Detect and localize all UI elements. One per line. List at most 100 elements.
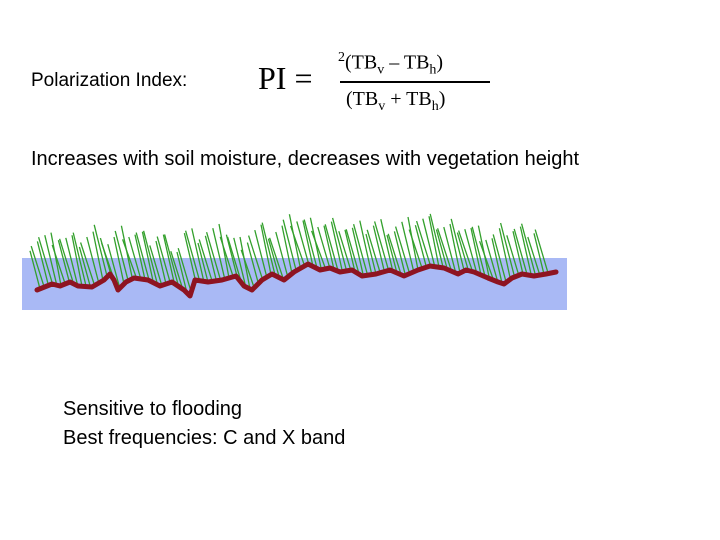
vegetation-stem <box>331 217 348 272</box>
vegetation-stem <box>58 238 75 284</box>
vegetation-stem <box>72 232 87 287</box>
vegetation-stem <box>275 231 289 278</box>
numerator-coefficient: 2 <box>338 50 345 65</box>
vegetation-stem <box>198 239 213 282</box>
vegetation-stem <box>128 236 142 280</box>
vegetation-stem <box>492 234 507 283</box>
vegetation-stem <box>464 229 478 274</box>
vegetation-stem <box>498 228 512 280</box>
vegetation-stem <box>387 233 402 275</box>
numerator-sub-h: h <box>429 62 437 78</box>
vegetation-stem <box>233 237 247 288</box>
vegetation-stem <box>414 225 428 268</box>
vegetation-stem <box>303 219 318 269</box>
vegetation-stem <box>78 246 92 288</box>
vegetation-stem <box>225 234 239 278</box>
fraction-bar <box>340 81 490 83</box>
vegetation-stems <box>29 213 549 294</box>
vegetation-stem <box>519 226 533 276</box>
vegetation-stem <box>506 235 520 276</box>
formula-denominator: (TBv + TBh) <box>346 88 446 114</box>
vegetation-stem <box>533 233 545 275</box>
vegetation-stem <box>212 228 226 280</box>
vegetation-stem <box>282 219 297 271</box>
water-layer <box>22 258 567 310</box>
vegetation-stem <box>163 234 180 287</box>
vegetation-stem <box>205 232 222 281</box>
vegetation-stem <box>246 242 260 284</box>
vegetation-stem <box>302 220 314 267</box>
vegetation-stem <box>422 218 436 267</box>
vegetation-stem <box>534 229 549 274</box>
vegetation-stem <box>527 236 541 276</box>
denominator-sub-h: h <box>431 99 439 114</box>
vegetation-stem <box>513 228 528 276</box>
statement: Increases with soil moisture, decreases … <box>31 148 580 170</box>
denominator-sub-v: v <box>378 99 386 114</box>
vegetation-stem <box>170 251 184 290</box>
vegetation-stem <box>470 227 482 276</box>
vegetation-stem <box>57 240 71 283</box>
vegetation-stem <box>37 237 54 285</box>
vegetation-stem <box>226 236 243 284</box>
vegetation-stem <box>29 250 41 289</box>
vegetation-stem <box>184 230 201 281</box>
vegetation-stem <box>156 236 171 283</box>
note-frequencies: Best frequencies: C and X band <box>63 427 346 449</box>
vegetation-stem <box>457 230 474 272</box>
flooded-vegetation-illustration <box>22 213 567 310</box>
vegetation-stem <box>107 244 121 289</box>
vegetation-stem <box>254 229 268 278</box>
vegetation-stem <box>296 221 310 265</box>
vegetation-stem <box>142 230 159 285</box>
vegetation-stem <box>135 232 150 281</box>
vegetation-stem <box>176 251 188 294</box>
numerator-close: ) <box>436 51 444 74</box>
vegetation-stem <box>65 237 79 287</box>
vegetation-stem <box>240 249 255 289</box>
vegetation-stem <box>512 231 524 275</box>
vegetation-stem <box>121 239 138 279</box>
vegetation-stem <box>324 224 339 272</box>
vegetation-stem <box>218 223 230 279</box>
vegetation-stem <box>219 236 234 278</box>
vegetation-stem <box>71 235 83 287</box>
vegetation-stem <box>443 226 457 274</box>
vegetation-stem <box>162 234 176 284</box>
vegetation-stem <box>471 226 486 277</box>
numerator-sub-v: v <box>377 62 385 78</box>
vegetation-stem <box>351 227 365 276</box>
vegetation-stem <box>435 229 449 270</box>
vegetation-stem <box>436 228 453 272</box>
vegetation-stem <box>247 235 264 280</box>
vegetation-stem <box>478 240 495 281</box>
vegetation-stem <box>344 229 356 272</box>
vegetation-stem <box>51 244 66 285</box>
vegetation-stem <box>491 238 503 284</box>
vegetation-stem <box>429 213 444 269</box>
vegetation-stem <box>50 232 62 286</box>
denominator-close: ) <box>438 88 446 110</box>
vegetation-stem <box>92 231 104 281</box>
vegetation-stem <box>149 245 163 286</box>
vegetation-stem <box>449 223 461 274</box>
vegetation-stem <box>155 240 167 285</box>
vegetation-stem <box>373 221 390 271</box>
vegetation-stem <box>310 230 327 270</box>
vegetation-stem <box>267 238 281 278</box>
vegetation-stem <box>338 231 352 271</box>
numerator-mid: – TB <box>384 51 430 74</box>
denominator-open: (TB <box>346 88 379 110</box>
vegetation-stem <box>93 224 108 277</box>
denominator-mid: + TB <box>385 88 432 110</box>
numerator-open: (TB <box>345 51 378 74</box>
vegetation-stem <box>183 232 197 281</box>
formula-lhs: PI = <box>258 60 313 96</box>
vegetation-stem <box>366 229 381 273</box>
vegetation-stem <box>288 214 302 269</box>
vegetation-stem <box>393 231 407 276</box>
vegetation-stem <box>359 220 373 275</box>
vegetation-stem <box>317 226 331 269</box>
pi-label: Polarization Index: <box>31 70 188 91</box>
vegetation-stem <box>261 222 276 276</box>
